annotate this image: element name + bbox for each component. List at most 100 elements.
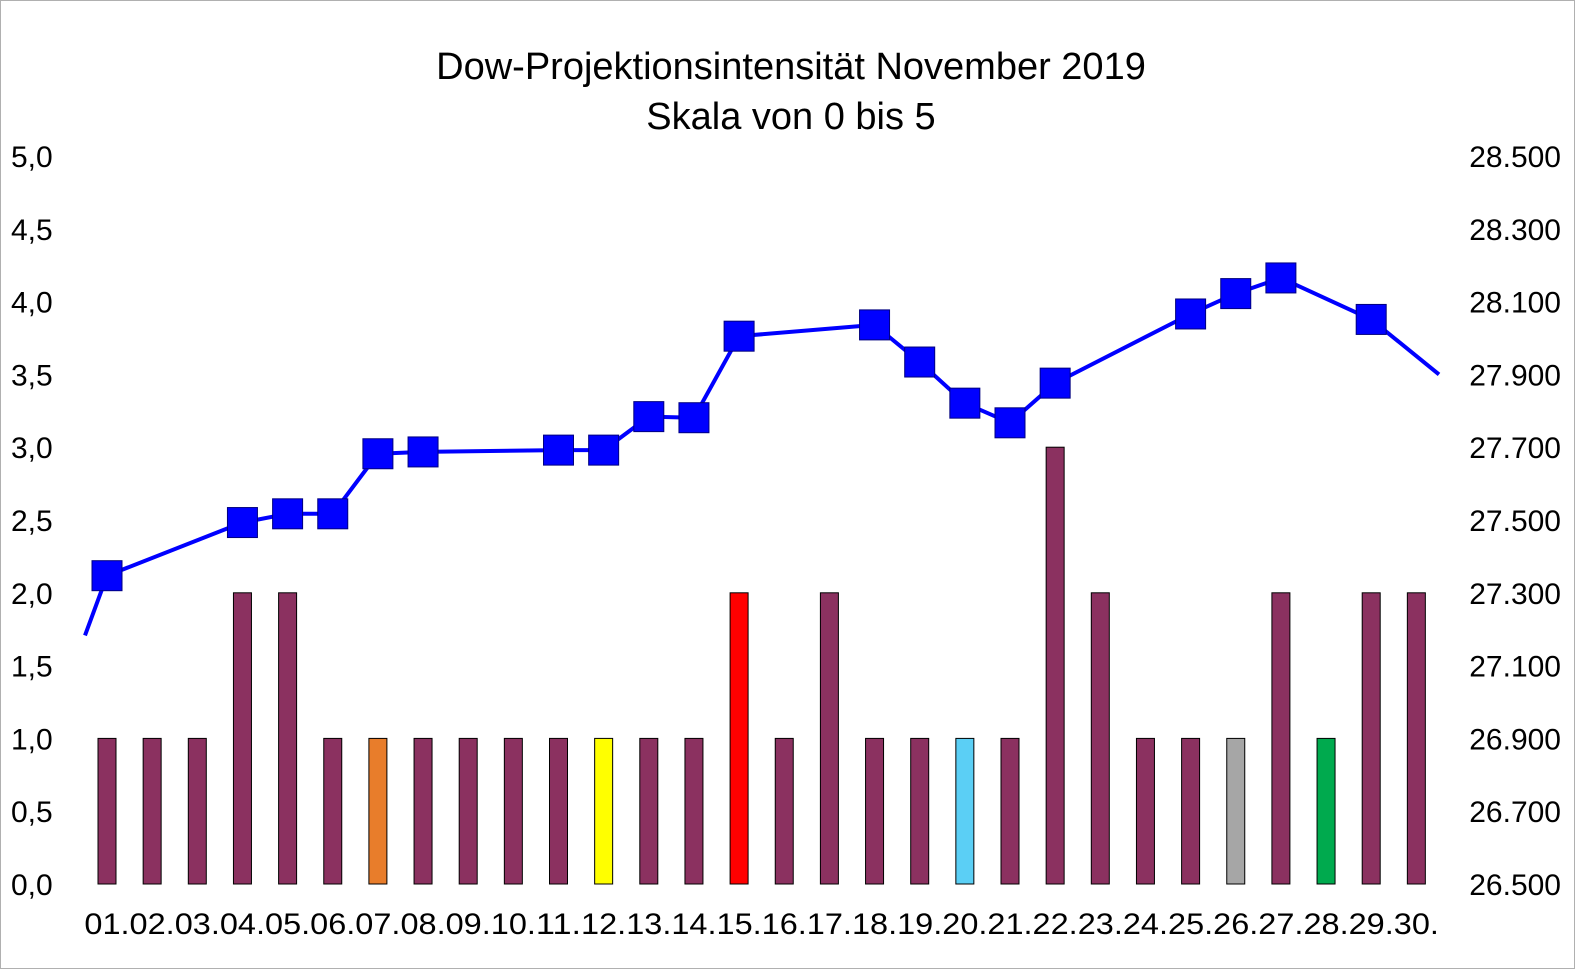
bar xyxy=(1271,592,1291,885)
right-tick-label: 26.500 xyxy=(1469,869,1561,902)
bar xyxy=(1316,737,1336,885)
line-point-marker xyxy=(588,434,620,466)
line-point-marker xyxy=(633,401,665,433)
x-tick-label: 07. xyxy=(355,908,400,941)
left-tick-label: 4,0 xyxy=(11,287,53,320)
x-tick-label: 20. xyxy=(942,908,987,941)
x-tick-label: 27. xyxy=(1258,908,1303,941)
bar-series xyxy=(97,446,1426,885)
bar xyxy=(955,737,975,885)
x-tick-label: 14. xyxy=(671,908,716,941)
left-tick-label: 1,5 xyxy=(11,651,53,684)
x-tick-label: 05. xyxy=(265,908,310,941)
x-tick-label: 30. xyxy=(1394,908,1439,941)
line-point-marker xyxy=(904,346,936,378)
bar xyxy=(1406,592,1426,885)
left-tick-label: 0,0 xyxy=(11,869,53,902)
x-tick-label: 03. xyxy=(175,908,220,941)
chart-subtitle: Skala von 0 bis 5 xyxy=(646,96,935,138)
bar xyxy=(1361,592,1381,885)
bar xyxy=(232,592,252,885)
bar xyxy=(865,737,885,885)
x-tick-label: 01. xyxy=(84,908,129,941)
x-tick-label: 25. xyxy=(1168,908,1213,941)
bar xyxy=(1226,737,1246,885)
left-tick-label: 0,5 xyxy=(11,796,53,829)
x-tick-label: 21. xyxy=(987,908,1032,941)
bar xyxy=(1090,592,1110,885)
line-point-marker xyxy=(317,498,349,530)
bar xyxy=(142,737,162,885)
x-tick-label: 22. xyxy=(1033,908,1078,941)
bar xyxy=(774,737,794,885)
left-tick-label: 2,0 xyxy=(11,578,53,611)
bar xyxy=(413,737,433,885)
line-point-marker xyxy=(543,434,574,466)
line-point-marker xyxy=(1039,367,1071,399)
x-tick-label: 12. xyxy=(581,908,626,941)
x-tick-label: 15. xyxy=(717,908,762,941)
line-series xyxy=(83,262,1441,637)
bar xyxy=(729,592,749,885)
x-tick-label: 13. xyxy=(626,908,671,941)
right-tick-label: 26.700 xyxy=(1469,796,1561,829)
x-tick-label: 19. xyxy=(897,908,942,941)
line-point-marker xyxy=(1220,278,1252,310)
right-tick-label: 27.300 xyxy=(1469,578,1561,611)
x-tick-label: 06. xyxy=(310,908,355,941)
bar xyxy=(639,737,659,885)
right-tick-label: 28.100 xyxy=(1469,287,1561,320)
left-tick-label: 2,5 xyxy=(11,505,53,538)
right-tick-label: 28.500 xyxy=(1469,141,1561,174)
left-tick-label: 3,5 xyxy=(11,359,53,392)
bar xyxy=(1045,446,1065,885)
chart-title: Dow-Projektionsintensität November 2019 xyxy=(436,46,1146,88)
x-tick-label: 09. xyxy=(446,908,491,941)
line-point-marker xyxy=(1355,303,1387,335)
bar xyxy=(1000,737,1020,885)
x-tick-label: 24. xyxy=(1123,908,1168,941)
x-tick-label: 29. xyxy=(1349,908,1394,941)
right-tick-label: 26.900 xyxy=(1469,723,1561,756)
line-point-marker xyxy=(226,507,258,539)
right-axis: 26.500 26.700 26.900 27.100 27.300 27.500 27.7… xyxy=(1469,141,1561,902)
line-point-marker xyxy=(949,387,981,419)
x-axis: 01. 02. 03. 04. 05. 06. 07. 08. 09. 10. 11. 12. 13. 1… xyxy=(84,908,1438,941)
bar xyxy=(684,737,704,885)
line-point-marker xyxy=(723,320,755,352)
bar xyxy=(97,737,117,885)
bar xyxy=(594,737,614,885)
left-tick-label: 1,0 xyxy=(11,723,53,756)
bar xyxy=(187,737,207,885)
bar xyxy=(910,737,930,885)
line-point-marker xyxy=(362,438,394,470)
x-tick-label: 10. xyxy=(491,908,536,941)
bar xyxy=(368,737,388,885)
right-tick-label: 28.300 xyxy=(1469,214,1561,247)
x-tick-label: 17. xyxy=(807,908,852,941)
bar xyxy=(819,592,839,885)
bar xyxy=(323,737,343,885)
right-tick-label: 27.500 xyxy=(1469,505,1561,538)
left-tick-label: 3,0 xyxy=(11,432,53,465)
x-tick-label: 26. xyxy=(1213,908,1258,941)
bar xyxy=(278,592,298,885)
line-point-marker xyxy=(1265,262,1297,294)
x-tick-label: 23. xyxy=(1078,908,1123,941)
line-point-marker xyxy=(859,309,891,341)
x-tick-label: 02. xyxy=(130,908,175,941)
line-path xyxy=(83,275,1441,637)
line-point-marker xyxy=(407,436,439,468)
left-axis: 0,0 0,5 1,0 1,5 2,0 2,5 3,0 3,5 4,0 4,5 5,0 xyxy=(11,141,53,902)
line-point-marker xyxy=(1175,298,1207,330)
bar xyxy=(503,737,523,885)
line-point-marker xyxy=(678,402,710,434)
bar xyxy=(549,737,568,885)
line-point-marker xyxy=(91,560,123,592)
x-tick-label: 11. xyxy=(536,908,581,941)
bar xyxy=(1181,737,1201,885)
x-tick-label: 16. xyxy=(762,908,807,941)
right-tick-label: 27.700 xyxy=(1469,432,1561,465)
